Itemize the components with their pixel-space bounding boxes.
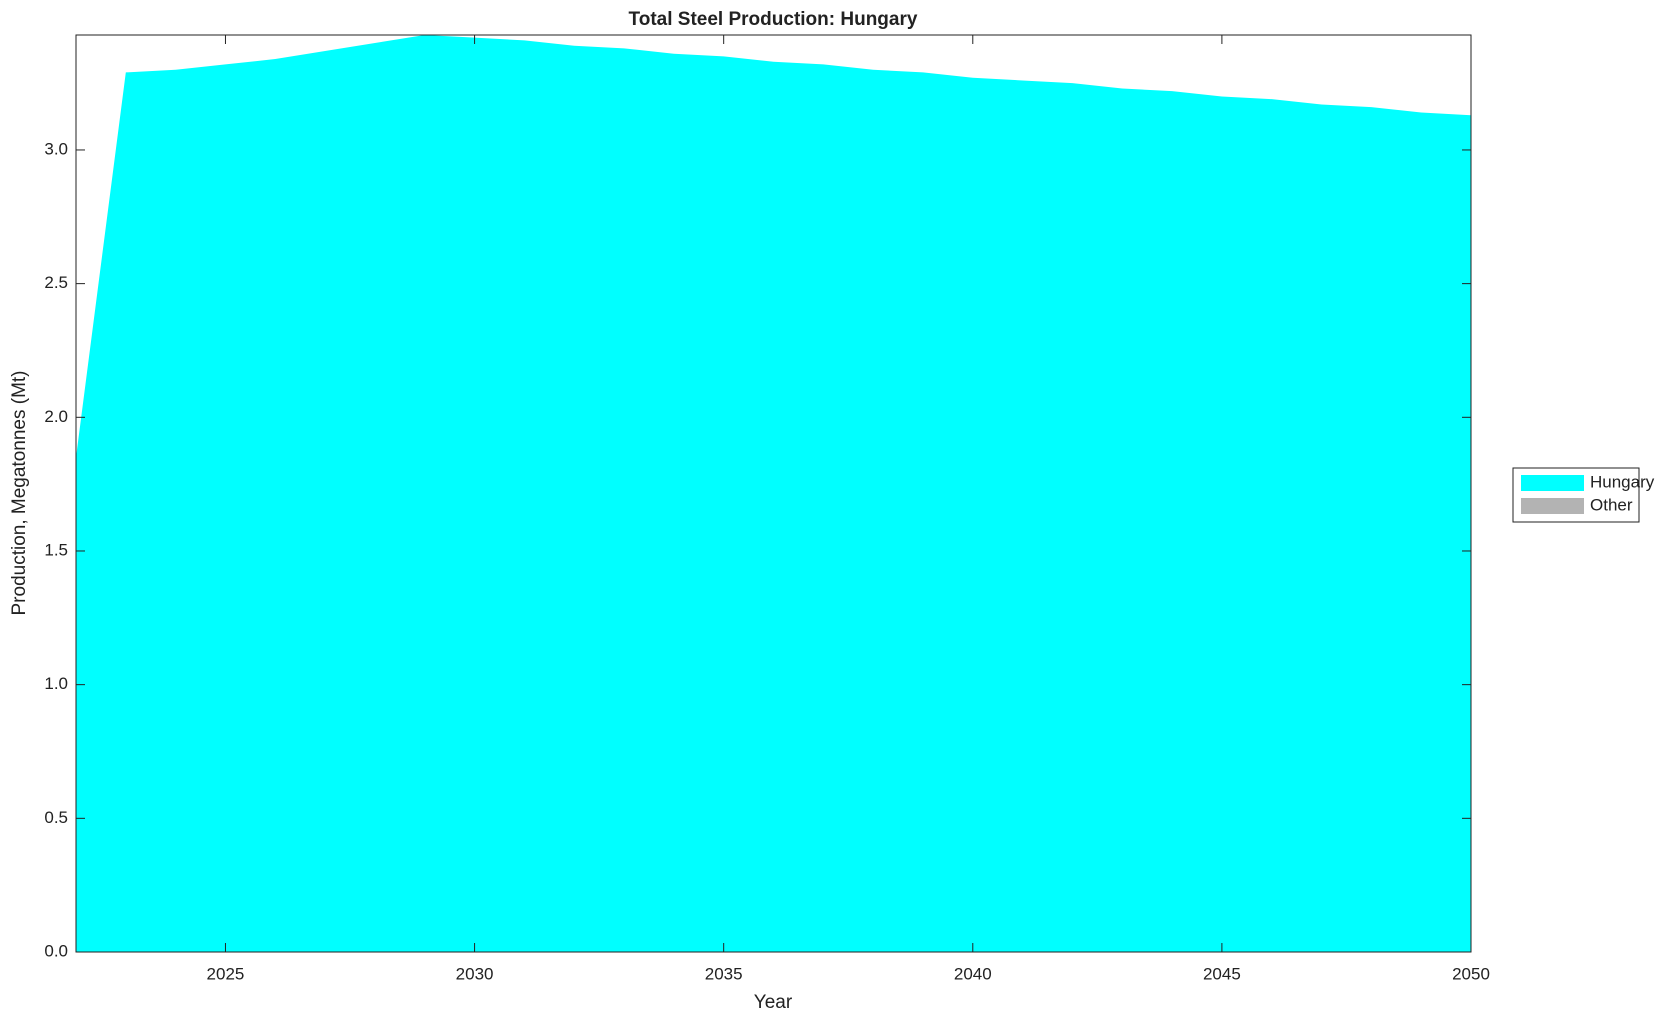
x-tick-label: 2050 xyxy=(1452,964,1490,983)
x-tick-label: 2045 xyxy=(1203,964,1241,983)
legend-swatch xyxy=(1521,475,1584,491)
y-tick-label: 3.0 xyxy=(44,139,68,158)
legend-label: Hungary xyxy=(1590,472,1655,491)
x-axis-label: Year xyxy=(754,992,793,1013)
plot-frame xyxy=(75,34,1472,953)
x-tick-label: 2040 xyxy=(954,964,992,983)
legend-label: Other xyxy=(1590,495,1633,514)
y-tick-label: 1.5 xyxy=(44,540,68,559)
chart-title: Total Steel Production: Hungary xyxy=(629,9,918,30)
x-tick-label: 2030 xyxy=(456,964,494,983)
y-tick-label: 0.0 xyxy=(44,941,68,960)
x-tick-label: 2025 xyxy=(207,964,245,983)
area xyxy=(76,35,1471,952)
y-tick-label: 1.0 xyxy=(44,674,68,693)
y-tick-label: 2.5 xyxy=(44,273,68,292)
y-tick-label: 2.0 xyxy=(44,407,68,426)
y-axis-label: Production, Megatonnes (Mt) xyxy=(9,370,30,615)
legend-swatch xyxy=(1521,498,1584,514)
x-tick-label: 2035 xyxy=(705,964,743,983)
y-tick-label: 0.5 xyxy=(44,808,68,827)
